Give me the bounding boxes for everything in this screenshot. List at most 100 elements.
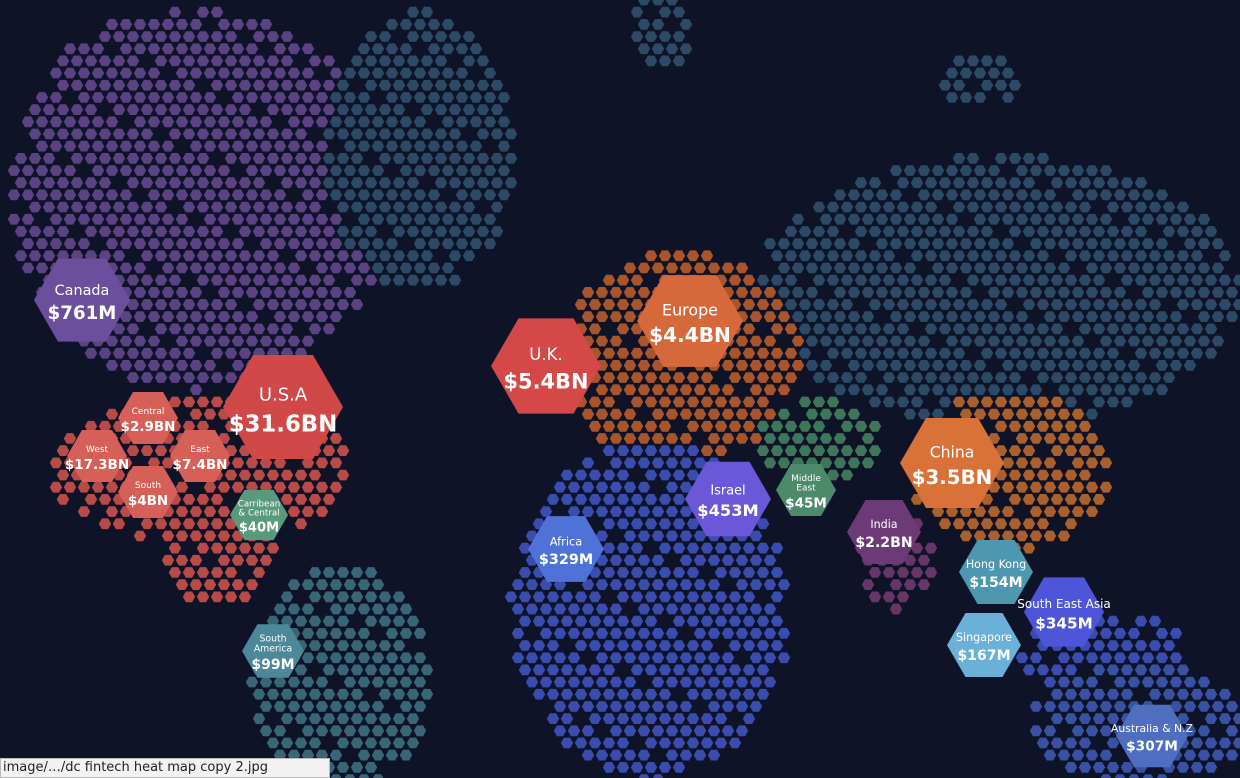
land-dot bbox=[273, 457, 287, 469]
land-dot bbox=[371, 676, 385, 688]
land-dot bbox=[154, 299, 168, 310]
land-dot bbox=[336, 688, 350, 700]
land-dot bbox=[77, 92, 91, 103]
land-dot bbox=[882, 201, 896, 213]
land-dot bbox=[868, 445, 882, 456]
land-dot bbox=[1183, 287, 1197, 298]
land-dot bbox=[581, 628, 595, 639]
land-dot bbox=[1029, 652, 1043, 664]
land-dot bbox=[798, 347, 812, 359]
land-dot bbox=[644, 31, 658, 42]
land-dot bbox=[665, 652, 679, 664]
land-dot bbox=[567, 676, 581, 688]
region-name: Australia & N.Z bbox=[1111, 722, 1193, 735]
land-dot bbox=[98, 55, 112, 67]
land-dot bbox=[623, 506, 637, 517]
land-dot bbox=[203, 530, 217, 542]
land-dot bbox=[1092, 347, 1106, 359]
land-dot bbox=[266, 128, 280, 140]
land-dot bbox=[252, 31, 266, 42]
land-dot bbox=[126, 153, 140, 164]
land-dot bbox=[1113, 652, 1127, 664]
land-dot bbox=[1001, 408, 1015, 420]
land-dot bbox=[812, 201, 826, 213]
land-dot bbox=[707, 676, 721, 688]
land-dot bbox=[1155, 676, 1169, 688]
land-dot bbox=[287, 676, 301, 688]
land-dot bbox=[21, 165, 35, 176]
land-dot bbox=[959, 262, 973, 274]
land-dot bbox=[868, 201, 882, 213]
land-dot bbox=[749, 701, 763, 712]
land-dot bbox=[273, 287, 287, 298]
land-dot bbox=[945, 67, 959, 79]
land-dot bbox=[448, 128, 462, 140]
land-dot bbox=[616, 762, 630, 773]
land-dot bbox=[945, 165, 959, 176]
land-dot bbox=[630, 6, 644, 18]
land-dot bbox=[798, 299, 812, 310]
land-dot bbox=[287, 92, 301, 103]
land-dot bbox=[98, 347, 112, 359]
land-dot bbox=[357, 579, 371, 590]
land-dot bbox=[462, 153, 476, 164]
land-dot bbox=[903, 311, 917, 322]
land-dot bbox=[133, 43, 147, 55]
land-dot bbox=[938, 372, 952, 383]
land-dot bbox=[448, 274, 462, 286]
land-dot bbox=[1092, 274, 1106, 286]
land-dot bbox=[1057, 262, 1071, 274]
land-dot bbox=[1064, 762, 1078, 773]
land-dot bbox=[511, 579, 525, 590]
land-dot bbox=[420, 128, 434, 140]
land-dot bbox=[315, 189, 329, 201]
land-dot bbox=[924, 299, 938, 310]
land-dot bbox=[49, 140, 63, 152]
land-dot bbox=[1204, 274, 1218, 286]
land-dot bbox=[392, 177, 406, 189]
land-dot bbox=[1015, 335, 1029, 347]
land-dot bbox=[315, 628, 329, 639]
land-dot bbox=[1085, 238, 1099, 249]
land-dot bbox=[84, 153, 98, 164]
land-dot bbox=[546, 713, 560, 724]
land-dot bbox=[952, 347, 966, 359]
land-dot bbox=[105, 481, 119, 493]
land-dot bbox=[1050, 420, 1064, 432]
land-dot bbox=[721, 701, 735, 712]
land-dot bbox=[224, 104, 238, 115]
land-dot bbox=[1071, 481, 1085, 493]
land-dot bbox=[343, 140, 357, 152]
land-dot bbox=[581, 603, 595, 615]
land-dot bbox=[1204, 737, 1218, 749]
land-dot bbox=[98, 79, 112, 91]
land-dot bbox=[1099, 213, 1113, 225]
land-dot bbox=[1043, 506, 1057, 517]
region-value: $2.9BN bbox=[121, 419, 176, 435]
land-dot bbox=[1120, 250, 1134, 262]
land-dot bbox=[476, 55, 490, 67]
land-dot bbox=[679, 652, 693, 664]
land-dot bbox=[742, 396, 756, 408]
land-dot bbox=[868, 567, 882, 578]
land-dot bbox=[693, 749, 707, 761]
land-dot bbox=[903, 384, 917, 396]
land-dot bbox=[966, 55, 980, 67]
land-dot bbox=[357, 749, 371, 761]
land-dot bbox=[266, 153, 280, 164]
land-dot bbox=[686, 567, 700, 578]
land-dot bbox=[392, 201, 406, 213]
land-dot bbox=[1162, 372, 1176, 383]
land-dot bbox=[791, 287, 805, 298]
land-dot bbox=[1029, 481, 1043, 493]
land-dot bbox=[952, 396, 966, 408]
land-dot bbox=[1197, 311, 1211, 322]
land-dot bbox=[343, 287, 357, 298]
land-dot bbox=[644, 567, 658, 578]
land-dot bbox=[168, 518, 182, 530]
land-dot bbox=[1022, 299, 1036, 310]
land-dot bbox=[560, 664, 574, 676]
region-value: $167M bbox=[957, 648, 1010, 664]
land-dot bbox=[252, 688, 266, 700]
land-dot bbox=[1106, 396, 1120, 408]
